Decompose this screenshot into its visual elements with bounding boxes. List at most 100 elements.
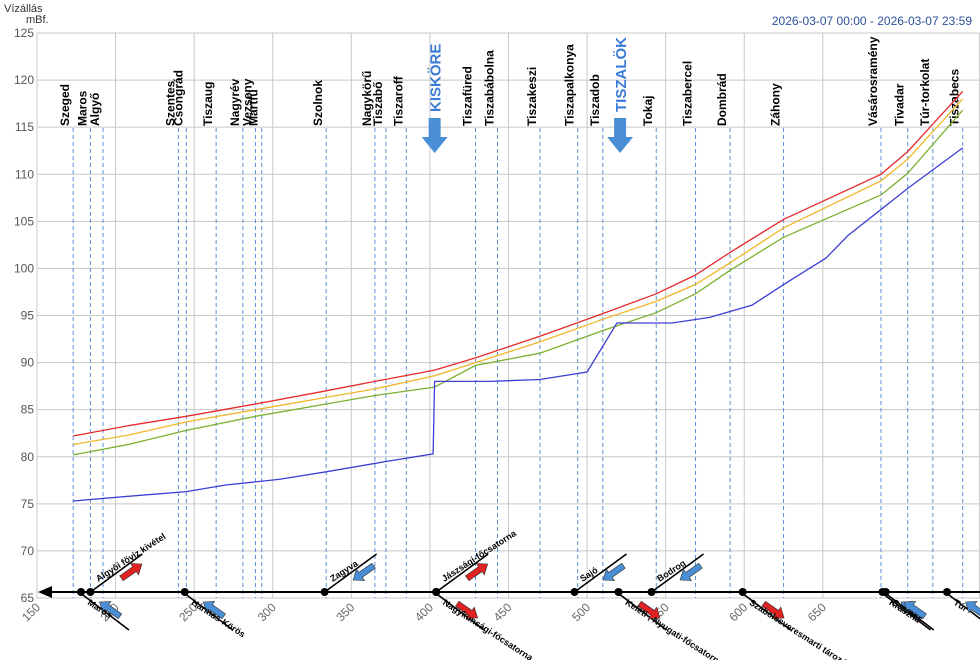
dam-label: KISKÖRE	[428, 44, 445, 112]
tributary-node	[570, 588, 579, 596]
y-tick-label: 80	[21, 450, 35, 464]
y-tick-label: 100	[14, 261, 34, 275]
station-label: Martfű	[247, 89, 261, 126]
station-label: Záhony	[769, 83, 783, 126]
y-tick-label: 110	[15, 167, 34, 181]
station-label: Tivadar	[893, 83, 907, 126]
y-tick-label: 125	[14, 26, 34, 40]
tributary-node	[180, 588, 189, 596]
tributary-label: Szabolcsveresmarti tározó	[748, 597, 850, 660]
station-label: Tiszabecs	[948, 69, 962, 126]
station-label: Csongrád	[171, 70, 185, 126]
flow-arrow-shape	[352, 562, 376, 581]
station-label: Vezseny	[240, 78, 254, 126]
tributary-node	[77, 588, 86, 596]
tributary-line	[574, 553, 627, 593]
x-tick-label: 600	[726, 600, 750, 624]
y-tick-label: 90	[21, 356, 35, 370]
tributary-node	[86, 588, 95, 596]
flow-arrow	[202, 601, 226, 620]
station-label: Tiszaug	[201, 82, 215, 126]
dam-arrow-head	[421, 137, 448, 153]
tributary-node	[432, 588, 441, 596]
station-label: Tiszakeszi	[525, 67, 539, 126]
y-tick-label: 85	[21, 403, 35, 417]
tributary-line	[740, 591, 792, 631]
series-line	[72, 98, 964, 446]
station-label: Tiszapalkonya	[563, 44, 577, 126]
flow-arrow	[465, 563, 489, 582]
tributary-node	[647, 588, 656, 596]
station-label: Nagykörű	[360, 71, 374, 126]
x-tick-label: 400	[412, 600, 436, 624]
y-tick-label: 95	[21, 309, 35, 323]
y-tick-label: 105	[14, 214, 34, 228]
flow-arrow-shape	[761, 600, 785, 619]
flow-arrow-shape	[903, 601, 927, 620]
station-label: Vásárosramény	[866, 36, 880, 126]
tributary-line	[433, 591, 485, 631]
station-label: Tiszaroff	[391, 75, 405, 126]
y-axis-title-line1: Vízállás	[4, 3, 43, 15]
tributary-label: Nagykunsági-főcsatorna	[441, 597, 535, 660]
flow-arrow-shape	[202, 601, 226, 620]
flow-arrow	[602, 562, 626, 581]
date-range: 2026-03-07 00:00 - 2026-03-07 23:59	[771, 14, 972, 28]
flow-arrow	[352, 562, 376, 581]
flow-arrow-shape	[965, 601, 980, 620]
river-arrow-left	[38, 586, 52, 598]
tributary-label: Túr	[952, 597, 970, 614]
y-tick-label: 65	[21, 591, 35, 605]
station-label: Szolnok	[311, 80, 325, 126]
flow-arrow-shape	[679, 562, 703, 581]
x-tick-label: 650	[805, 600, 829, 624]
series-line	[72, 109, 964, 456]
flow-arrow	[455, 600, 479, 619]
flow-arrow	[903, 601, 927, 620]
dam-arrow-shaft	[428, 118, 441, 138]
flow-arrow	[965, 601, 980, 620]
y-axis-title-line2: mBf.	[26, 14, 49, 26]
x-tick-label: 350	[333, 600, 357, 624]
flow-arrow	[761, 600, 785, 619]
flow-arrow-shape	[119, 563, 143, 582]
flow-arrow	[99, 601, 123, 620]
flow-arrow	[119, 563, 143, 582]
x-tick-label: 450	[491, 600, 515, 624]
tributary-line	[89, 553, 143, 593]
flow-arrow-shape	[455, 600, 479, 619]
tributary-line	[616, 591, 668, 631]
flow-arrow-shape	[99, 601, 123, 620]
station-label: Tiszafüred	[460, 66, 474, 126]
station-label: Tiszabábolna	[482, 50, 496, 126]
station-label: Szentes	[163, 80, 177, 126]
flow-arrow-shape	[602, 562, 626, 581]
station-label: Tiszabercel	[681, 61, 695, 126]
series-line	[72, 90, 964, 437]
tributary-label: Hármas-Körös	[190, 597, 247, 639]
station-label: Algyő	[88, 93, 102, 126]
x-tick-label: 300	[255, 600, 279, 624]
dam-arrow-head	[607, 137, 634, 153]
tributary-node	[881, 588, 890, 596]
y-tick-label: 75	[21, 497, 35, 511]
flow-arrow-shape	[637, 600, 661, 619]
station-label: Maros	[75, 90, 89, 126]
station-label: Nagyrév	[228, 78, 242, 126]
station-label: Tiszadob	[588, 74, 602, 126]
tributary-node	[738, 588, 747, 596]
dam-arrow-shaft	[614, 118, 627, 138]
tributary-node	[942, 588, 951, 596]
x-tick-label: 500	[569, 600, 593, 624]
series-line	[73, 147, 964, 502]
y-tick-label: 70	[21, 544, 35, 558]
y-axis-title: Vízállás mBf.	[4, 4, 49, 26]
tributary-label: Keleti-, Nyugati-főcsatorna	[623, 597, 725, 660]
flow-arrow-shape	[465, 563, 489, 582]
station-label: Szeged	[58, 84, 72, 126]
station-label: Túr-torkolat	[918, 59, 932, 126]
y-tick-label: 120	[14, 73, 34, 87]
tributary-line	[324, 553, 378, 593]
y-tick-label: 115	[15, 120, 34, 134]
dam-label: TISZALÖK	[613, 37, 630, 112]
